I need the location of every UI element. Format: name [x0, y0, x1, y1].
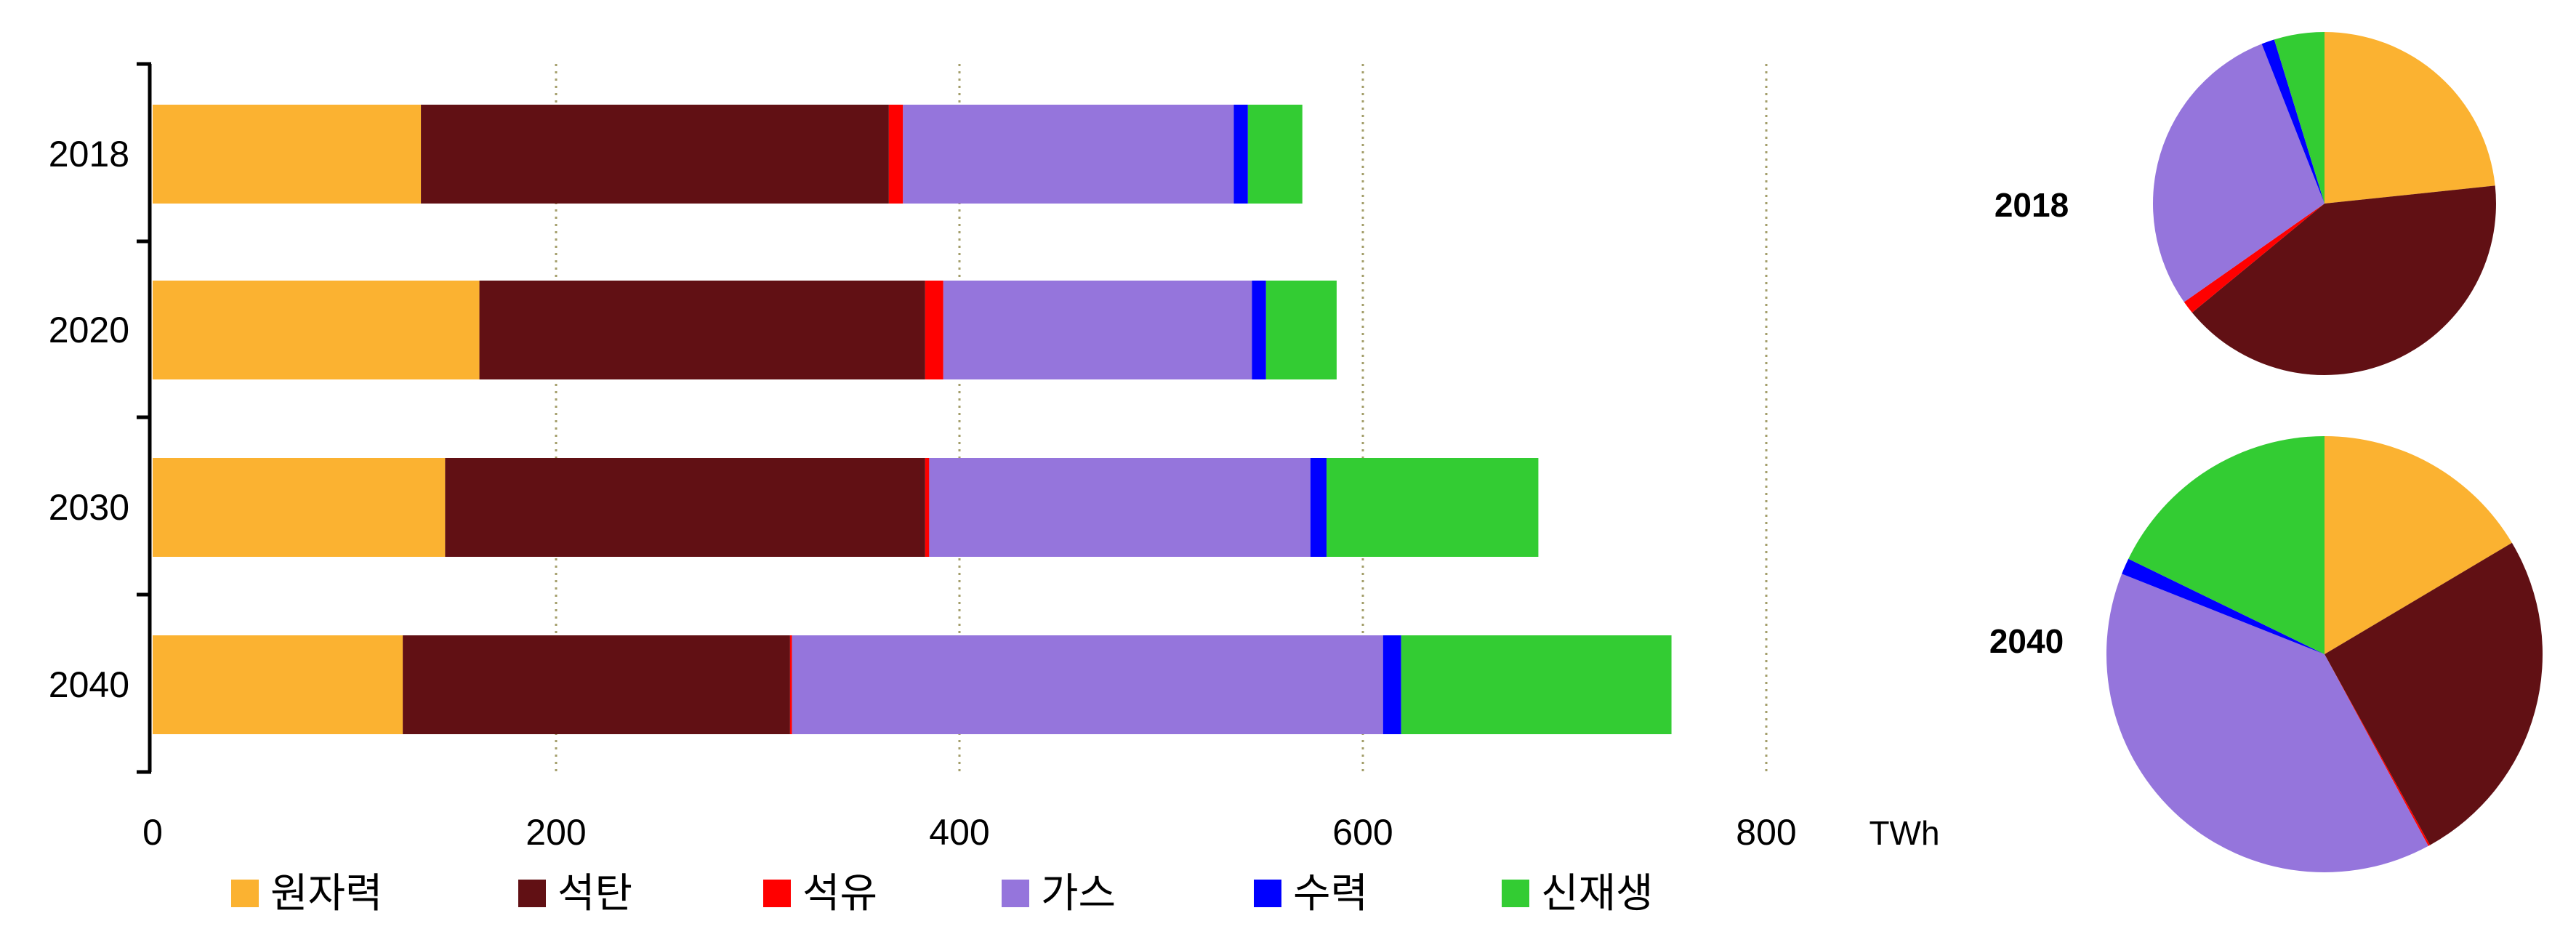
bar-segment-2030	[1310, 458, 1327, 557]
x-tick-labels: 0 200 400 600 800	[142, 812, 1797, 853]
bar-segment-2040	[789, 635, 792, 734]
legend-swatch	[1254, 880, 1281, 907]
bar-segment-2018	[1247, 105, 1303, 204]
legend-label: 수력	[1293, 870, 1368, 917]
pie-slice	[2191, 185, 2497, 376]
pie-label: 2018	[1995, 186, 2069, 224]
pie-slice	[2325, 542, 2543, 845]
y-tick-label: 2030	[49, 487, 129, 528]
bar-segment-2020	[925, 281, 943, 379]
legend-swatch	[518, 880, 546, 907]
x-tick-label: 800	[1736, 812, 1796, 853]
bar-segment-2018	[1233, 105, 1248, 204]
pie-label: 2040	[1989, 622, 2064, 660]
pie-slice	[2325, 436, 2512, 654]
pie-chart-2018: 2018	[1995, 32, 2497, 376]
bar-segment-2040	[1401, 635, 1672, 734]
bar-segment-2030	[1327, 458, 1539, 557]
x-axis-unit: TWh	[1869, 814, 1939, 852]
x-tick-label: 0	[142, 812, 163, 853]
bar-segment-2018	[153, 105, 422, 204]
bar-segment-2040	[1382, 635, 1401, 734]
legend-label: 신재생	[1541, 870, 1654, 917]
y-axis: 2018 2020 2030 2040	[49, 62, 152, 774]
pie-chart-2040: 2040	[1989, 436, 2543, 873]
bar-segment-2040	[153, 635, 403, 734]
bar-segment-2020	[479, 281, 925, 379]
legend-label: 원자력	[270, 870, 383, 917]
x-tick-label: 400	[929, 812, 989, 853]
y-tick-label: 2020	[49, 310, 129, 350]
x-tick-label: 200	[526, 812, 586, 853]
bar-segment-2020	[1252, 281, 1266, 379]
legend-label: 석탄	[558, 870, 632, 917]
pie-slice	[2261, 39, 2325, 204]
bar-segment-2020	[1265, 281, 1337, 379]
bar-segment-2040	[792, 635, 1383, 734]
bar-segment-2030	[929, 458, 1311, 557]
bar-segment-2030	[153, 458, 446, 557]
pie-slice	[2128, 436, 2325, 654]
pie-slice	[2183, 204, 2325, 313]
bar-segment-2030	[445, 458, 925, 557]
bar-segment-2018	[903, 105, 1234, 204]
legend-swatch	[1502, 880, 1529, 907]
legend-label: 석유	[802, 870, 877, 917]
bar-segment-2030	[925, 458, 930, 557]
bar-segment-2040	[403, 635, 790, 734]
legend-swatch	[1002, 880, 1029, 907]
bar-segment-2018	[421, 105, 889, 204]
y-tick-label: 2018	[49, 134, 129, 174]
legend-swatch	[763, 880, 791, 907]
pie-slice	[2106, 574, 2428, 873]
pie-slice	[2325, 32, 2495, 204]
pie-slice	[2122, 558, 2325, 654]
x-tick-label: 600	[1332, 812, 1393, 853]
pie-slice	[2274, 32, 2325, 204]
stacked-bars	[153, 105, 1672, 734]
y-tick-label: 2040	[49, 664, 129, 705]
pie-slice	[2152, 44, 2325, 302]
legend: 원자력 석탄 석유 가스 수력 신재생	[231, 870, 1654, 917]
bar-segment-2018	[888, 105, 903, 204]
bar-segment-2020	[943, 281, 1252, 379]
bar-segment-2020	[153, 281, 480, 379]
pie-slice	[2325, 654, 2431, 846]
legend-swatch	[231, 880, 259, 907]
legend-label: 가스	[1041, 870, 1116, 917]
